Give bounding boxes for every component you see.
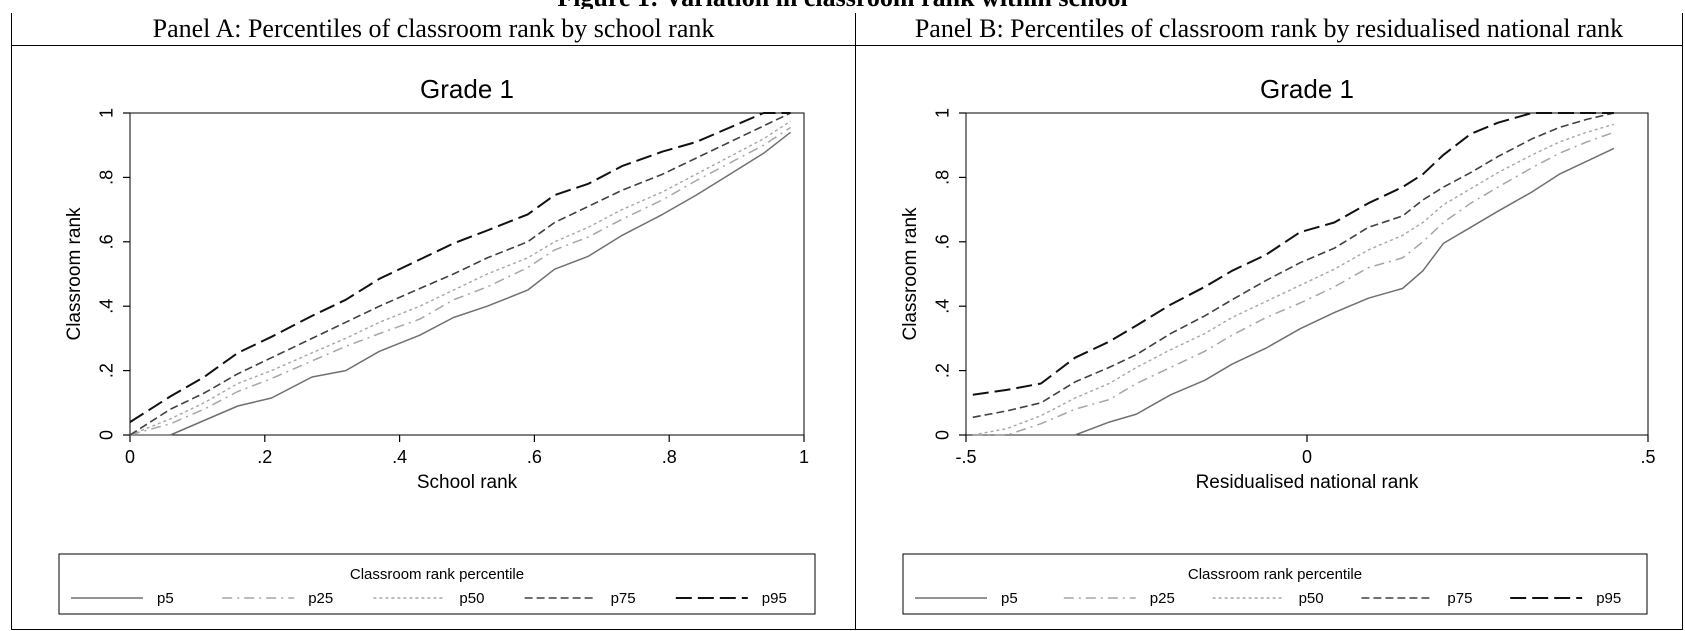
y-tick-label: .8	[96, 170, 116, 185]
header-rule	[11, 45, 1683, 46]
y-tick-label: .2	[932, 363, 952, 378]
legend-label-p25: p25	[308, 590, 333, 607]
legend-label-p50: p50	[459, 590, 484, 607]
panel-a-heading: Panel A: Percentiles of classroom rank b…	[152, 14, 715, 43]
x-tick-label: .8	[662, 447, 677, 467]
chart-title: Grade 1	[420, 74, 514, 104]
y-tick-label: 0	[96, 430, 116, 440]
series-line-p5	[972, 147, 1615, 436]
x-tick-label: -.5	[955, 447, 976, 467]
x-tick-label: .4	[392, 447, 407, 467]
y-tick-label: 1	[96, 108, 116, 118]
x-tick-label: .6	[527, 447, 542, 467]
legend-label-p25: p25	[1150, 590, 1175, 607]
y-tick-label: .4	[96, 299, 116, 314]
x-axis-label: Residualised national rank	[1196, 472, 1419, 493]
y-tick-label: .8	[932, 170, 952, 185]
legend-label-p95: p95	[1596, 590, 1621, 607]
legend-label-p75: p75	[1447, 590, 1472, 607]
legend-box	[58, 553, 816, 615]
series-line-p95	[972, 112, 1614, 396]
panel-separator	[855, 13, 856, 630]
series-line-p75	[129, 112, 791, 436]
table-frame	[11, 13, 1683, 630]
panel-b-heading: Panel B: Percentiles of classroom rank b…	[914, 14, 1624, 43]
y-tick-label: 0	[932, 430, 952, 440]
x-axis-label: School rank	[417, 472, 518, 493]
series-line-p95	[129, 112, 791, 423]
series-line-p75	[972, 112, 1615, 419]
chart-panel-a: Grade 1 0 .2 .4 .6 .8 1 Classroom rank 0 .2 .4 .6 .8…	[58, 74, 816, 615]
x-tick-label: 1	[799, 447, 809, 467]
legend-title: Classroom rank percentile	[1188, 566, 1362, 583]
y-tick-label: .6	[96, 234, 116, 249]
y-tick-label: .6	[932, 234, 952, 249]
y-tick-label: 1	[932, 108, 952, 118]
legend-label-p50: p50	[1299, 590, 1324, 607]
chart-title: Grade 1	[1260, 74, 1354, 104]
figure-title: Figure 1: Variation in classroom rank wi…	[0, 0, 1685, 9]
legend-label-p5: p5	[157, 590, 174, 607]
legend-label-p95: p95	[762, 590, 787, 607]
series-line-p50	[972, 123, 1615, 436]
plot-frame	[129, 112, 805, 436]
series-line-p50	[129, 120, 791, 436]
y-axis-label: Classroom rank	[900, 207, 921, 341]
legend-box	[902, 553, 1648, 615]
series-line-p5	[130, 131, 791, 436]
x-tick-label: .5	[1640, 447, 1655, 467]
y-tick-label: .2	[96, 363, 116, 378]
x-tick-label: .2	[257, 447, 272, 467]
x-tick-label: 0	[1302, 447, 1312, 467]
x-tick-label: 0	[125, 447, 135, 467]
legend-title: Classroom rank percentile	[350, 566, 524, 583]
series-line-p25	[972, 131, 1615, 436]
y-tick-label: .4	[932, 299, 952, 314]
legend-label-p5: p5	[1001, 590, 1018, 607]
y-axis-label: Classroom rank	[64, 207, 85, 341]
legend-label-p75: p75	[611, 590, 636, 607]
series-line-p25	[129, 126, 791, 436]
